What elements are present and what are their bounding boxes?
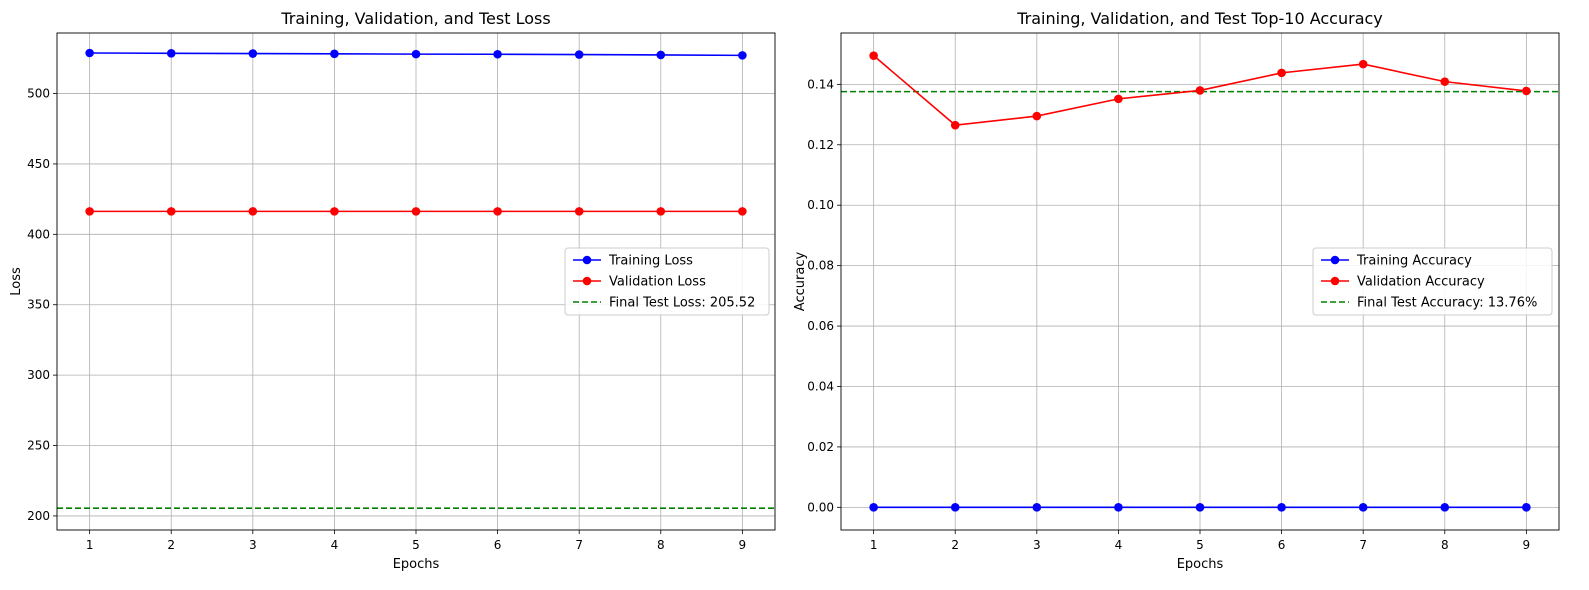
series-2-point	[330, 207, 339, 216]
legend-swatch-marker	[582, 276, 592, 286]
series-2-point	[1440, 77, 1450, 86]
y-tick-label: 200	[27, 509, 50, 523]
series-2-point	[574, 207, 584, 216]
series-1-point	[738, 51, 747, 60]
series-2-point	[85, 207, 94, 216]
x-tick-label: 2	[951, 538, 959, 552]
legend-swatch-marker	[1330, 276, 1340, 286]
x-tick-label: 1	[870, 538, 878, 552]
series-2-point	[738, 207, 747, 216]
series-2-point	[1195, 86, 1205, 95]
x-axis-label: Epochs	[393, 557, 440, 572]
x-tick-label: 7	[1359, 538, 1367, 552]
chart-title: Training, Validation, and Test Loss	[280, 9, 550, 28]
y-tick-label: 0.10	[807, 198, 834, 212]
chart-title: Training, Validation, and Test Top-10 Ac…	[1016, 9, 1383, 28]
x-tick-label: 9	[1523, 538, 1531, 552]
axes-frame	[840, 32, 1560, 531]
legend-label: Validation Loss	[609, 275, 706, 290]
series-1-point	[1195, 503, 1205, 512]
y-tick-label: 0.04	[807, 379, 834, 393]
y-tick-label: 0.08	[807, 259, 834, 273]
legend-label: Final Test Loss: 205.52	[609, 296, 755, 311]
x-tick-label: 8	[1441, 538, 1449, 552]
x-tick-label: 6	[1278, 538, 1286, 552]
x-tick-label: 4	[1115, 538, 1123, 552]
y-axis-label: Accuracy	[793, 252, 808, 312]
x-tick-label: 3	[1033, 538, 1041, 552]
chart-1: 1 2 3 4 5 6 7 8 9 200 250 300 350 400 450 500 Training, …	[9, 9, 776, 572]
series-1-point	[950, 503, 960, 512]
series-1-point	[656, 50, 666, 60]
series-2-point	[248, 207, 258, 216]
series-1-point	[411, 49, 421, 59]
x-tick-label: 2	[167, 538, 175, 552]
x-tick-label: 4	[331, 538, 339, 552]
y-tick-label: 0.12	[807, 138, 834, 152]
legend-swatch-marker	[582, 255, 592, 265]
legend-label: Final Test Accuracy: 13.76%	[1357, 296, 1537, 311]
y-tick-label: 400	[27, 227, 50, 241]
x-tick-label: 6	[494, 538, 502, 552]
y-tick-label: 0.00	[807, 500, 834, 514]
legend-label: Validation Accuracy	[1357, 275, 1485, 290]
y-tick-label: 0.06	[807, 319, 834, 333]
series-2-point	[1114, 94, 1123, 104]
series-2-point	[1032, 111, 1042, 121]
series-1-point	[1440, 503, 1450, 512]
x-tick-label: 7	[575, 538, 583, 552]
series-1-point	[1277, 503, 1286, 512]
series-1-point	[85, 48, 94, 58]
legend-label: Training Loss	[608, 254, 693, 269]
series-1-point	[248, 49, 258, 58]
axes-frame	[56, 32, 776, 531]
series-1-point	[1358, 503, 1368, 512]
x-tick-label: 3	[249, 538, 257, 552]
y-axis-label: Loss	[9, 267, 24, 296]
series-2-point	[1277, 68, 1286, 78]
series-2-point	[1358, 59, 1368, 69]
legend: Training Accuracy Validation Accuracy Fina…	[1312, 247, 1553, 316]
series-1-point	[574, 50, 584, 59]
x-tick-label: 8	[657, 538, 665, 552]
legend-box	[564, 247, 770, 316]
series-1-point	[869, 503, 878, 512]
y-tick-label: 0.02	[807, 440, 834, 454]
legend-box	[1312, 247, 1553, 316]
series-2-point	[166, 207, 176, 216]
y-tick-label: 500	[27, 87, 50, 101]
legend-label: Training Accuracy	[1356, 254, 1472, 269]
series-1-point	[330, 49, 339, 59]
series-2-point	[656, 207, 666, 216]
series-1-point	[493, 49, 502, 59]
y-tick-label: 450	[27, 157, 50, 171]
series-1-point	[166, 48, 176, 58]
x-tick-label: 9	[739, 538, 747, 552]
x-tick-label: 5	[412, 538, 420, 552]
series-1-point	[1032, 503, 1042, 512]
series-1-point	[1522, 503, 1531, 512]
series-2-point	[1522, 86, 1531, 96]
x-tick-label: 1	[86, 538, 94, 552]
legend-swatch-marker	[1330, 255, 1340, 265]
series-2-point	[869, 51, 878, 60]
x-tick-label: 5	[1196, 538, 1204, 552]
chart-2: 1 2 3 4 5 6 7 8 9 0.00 0.02 0.04 0.06 0.08 0.10 0.12 0.1…	[793, 9, 1560, 572]
y-tick-label: 300	[27, 368, 50, 382]
series-1-point	[1114, 503, 1123, 512]
y-tick-label: 0.14	[807, 77, 834, 91]
series-2-point	[950, 120, 960, 130]
series-2-point	[493, 207, 502, 216]
x-axis-label: Epochs	[1177, 557, 1224, 572]
series-2-point	[411, 207, 421, 216]
legend: Training Loss Validation Loss Final Test L…	[564, 247, 770, 316]
y-tick-label: 250	[27, 439, 50, 453]
y-tick-label: 350	[27, 298, 50, 312]
